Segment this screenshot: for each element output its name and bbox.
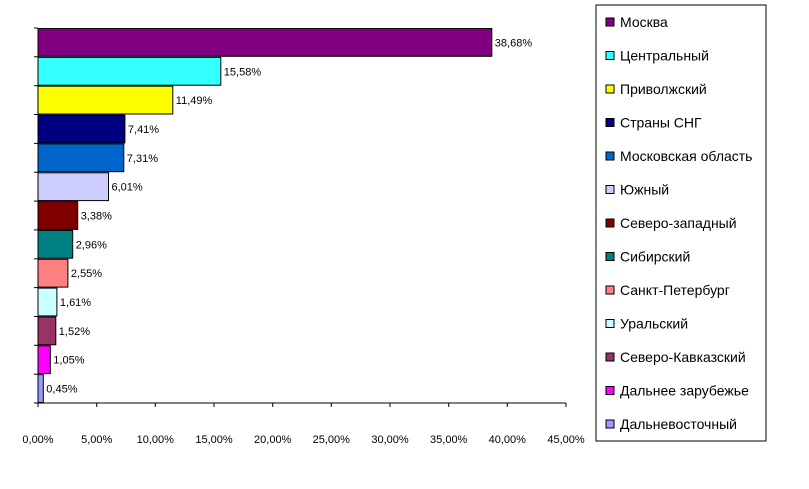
legend-label-11: Дальнее зарубежье: [620, 383, 749, 399]
bar-4: [37, 143, 125, 173]
legend-label-6: Северо-западный: [620, 215, 737, 231]
legend-label-1: Центральный: [620, 48, 709, 64]
legend-label-5: Южный: [620, 182, 669, 198]
bar-5: [37, 172, 109, 202]
legend-swatch-11: [605, 386, 615, 395]
bar-6: [37, 201, 79, 230]
data-label-2: 11,49%: [176, 95, 213, 107]
x-tick-label-0: 0,00%: [22, 434, 53, 446]
legend-label-4: Московская область: [620, 148, 752, 164]
legend-swatch-0: [605, 17, 615, 27]
legend: Москва Центральный Приволжский Страны СНГ Мо…: [595, 4, 767, 442]
data-label-4: 7,31%: [127, 153, 158, 165]
legend-label-9: Уральский: [620, 316, 688, 332]
x-tick-label-7: 35,00%: [430, 434, 468, 446]
bar-9: [37, 287, 58, 317]
legend-swatch-8: [605, 285, 615, 295]
legend-swatch-2: [605, 84, 615, 94]
x-tick-label-4: 20,00%: [254, 434, 292, 446]
legend-swatch-5: [605, 185, 615, 194]
data-label-1: 15,58%: [224, 66, 262, 78]
legend-swatch-1: [605, 51, 615, 60]
bar-7: [37, 229, 74, 259]
legend-label-2: Приволжский: [620, 81, 707, 97]
legend-swatch-3: [605, 118, 615, 127]
data-label-3: 7,41%: [128, 124, 159, 136]
legend-label-10: Северо-Кавказский: [620, 349, 746, 365]
legend-box: [595, 4, 767, 442]
data-label-8: 2,55%: [71, 268, 102, 280]
plot-area: 38,68% 15,58% 11,49% 7,41% 7,31% 6,01% 3,38% 2,…: [22, 27, 585, 446]
data-label-10: 1,52%: [59, 326, 90, 338]
data-label-11: 1,05%: [53, 355, 84, 367]
data-label-12: 0,45%: [46, 384, 77, 396]
x-tick-label-2: 10,00%: [137, 434, 175, 446]
legend-label-3: Страны СНГ: [620, 115, 702, 131]
legend-label-12: Дальневосточный: [620, 416, 737, 432]
legend-swatch-4: [605, 151, 615, 161]
legend-label-8: Санкт-Петербург: [620, 282, 730, 298]
x-tick-label-6: 30,00%: [371, 434, 409, 446]
data-label-0: 38,68%: [495, 37, 533, 49]
legend-swatch-12: [605, 419, 615, 429]
bar-0: [37, 28, 493, 57]
bar-11: [37, 345, 51, 375]
legend-swatch-7: [605, 252, 615, 261]
data-label-5: 6,01%: [112, 182, 143, 194]
legend-swatch-9: [605, 319, 615, 328]
x-tick-label-9: 45,00%: [547, 434, 585, 446]
data-label-9: 1,61%: [60, 297, 91, 309]
x-tick-label-8: 40,00%: [489, 434, 527, 446]
data-label-6: 3,38%: [81, 211, 112, 223]
bar-2: [37, 85, 174, 115]
legend-swatch-6: [605, 218, 615, 228]
bar-3: [37, 114, 126, 144]
legend-label-0: Москва: [620, 14, 668, 30]
x-tick-label-3: 15,00%: [195, 434, 233, 446]
bar-10: [37, 316, 57, 346]
legend-swatch-10: [605, 352, 615, 362]
legend-label-7: Сибирский: [620, 249, 690, 265]
x-tick-label-5: 25,00%: [313, 434, 351, 446]
x-tick-label-1: 5,00%: [81, 434, 112, 446]
bar-8: [37, 258, 69, 288]
bar-12: [37, 374, 44, 404]
data-label-7: 2,96%: [76, 239, 107, 251]
bar-1: [37, 56, 222, 86]
